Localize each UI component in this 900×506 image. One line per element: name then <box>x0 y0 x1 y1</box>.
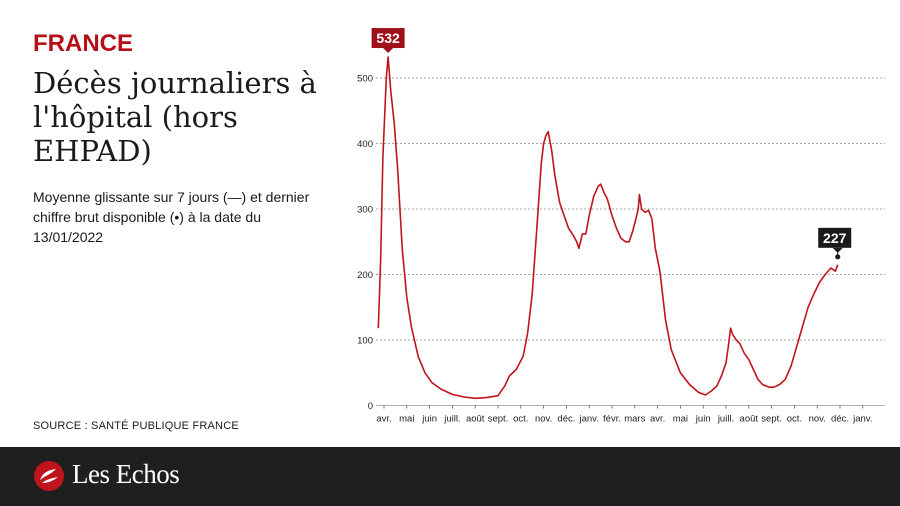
x-tick-label-6: oct. <box>513 414 528 425</box>
x-tick-label-8: déc. <box>557 414 575 425</box>
x-tick-label-18: oct. <box>787 414 802 425</box>
y-tick-label-200: 200 <box>357 270 373 281</box>
x-tick-label-10: févr. <box>603 414 621 425</box>
x-tick-label-0: avr. <box>376 414 391 425</box>
series-line-daily-deaths <box>377 56 839 400</box>
annotation-label-1: 227 <box>823 230 847 246</box>
x-tick-label-14: juin <box>695 414 711 425</box>
annotation-box-1 <box>818 227 852 248</box>
annotation-dot-1 <box>835 254 841 260</box>
x-tick-label-17: sept. <box>761 414 782 425</box>
x-tick-label-13: mai <box>673 414 688 425</box>
brand-name: Les Echos <box>72 459 180 489</box>
x-tick-label-1: mai <box>399 414 414 425</box>
x-tick-label-5: sept. <box>488 414 509 425</box>
x-tick-label-19: nov. <box>809 414 826 425</box>
x-tick-label-7: nov. <box>535 414 552 425</box>
x-tick-label-16: août <box>740 414 759 425</box>
x-tick-label-4: août <box>466 414 485 425</box>
annotation-box-0 <box>371 28 405 49</box>
x-tick-label-3: juill. <box>443 414 460 425</box>
country-kicker: FRANCE <box>33 30 133 57</box>
x-tick-label-11: mars <box>624 414 645 425</box>
annotation-pointer-0 <box>383 48 394 54</box>
y-tick-label-500: 500 <box>357 74 373 85</box>
x-tick-label-20: déc. <box>831 414 849 425</box>
x-tick-label-21: janv. <box>852 414 872 425</box>
brand-footer: Les Echos <box>0 447 900 506</box>
source-note: SOURCE : SANTÉ PUBLIQUE FRANCE <box>33 420 239 432</box>
x-tick-label-12: avr. <box>650 414 665 425</box>
les-echos-logo-icon <box>34 461 64 491</box>
x-tick-label-15: juill. <box>717 414 734 425</box>
y-tick-label-100: 100 <box>357 336 373 347</box>
y-tick-label-0: 0 <box>368 401 373 412</box>
x-tick-label-2: juin <box>421 414 437 425</box>
chart-subtitle: Moyenne glissante sur 7 jours (—) et der… <box>33 189 310 245</box>
chart-title: Décès journaliers à l'hôpital (hors EHPA… <box>33 66 317 168</box>
x-tick-label-9: janv. <box>579 414 599 425</box>
annotation-label-0: 532 <box>376 30 400 46</box>
y-tick-label-400: 400 <box>357 139 373 150</box>
y-tick-label-300: 300 <box>357 205 373 216</box>
